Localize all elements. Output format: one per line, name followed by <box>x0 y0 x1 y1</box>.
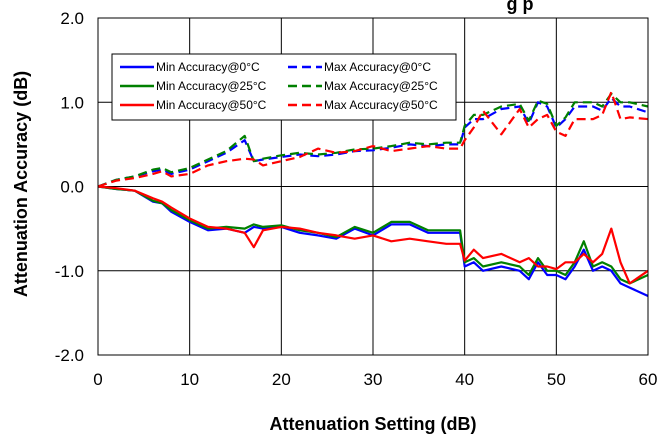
series-line-5 <box>97 185 649 285</box>
y-tick-label: -2.0 <box>55 346 84 365</box>
legend: Min Accuracy@0°C Max Accuracy@0°C Min Accu… <box>111 53 457 121</box>
x-tick-label: 10 <box>180 370 199 389</box>
x-tick-label: 50 <box>547 370 566 389</box>
legend-box <box>111 53 457 121</box>
series-line-6 <box>97 90 649 188</box>
x-tick-label: 0 <box>93 370 102 389</box>
legend-label: Min Accuracy@50°C <box>156 98 267 112</box>
x-axis-title: Attenuation Setting (dB) <box>270 414 477 434</box>
y-tick-label: 1.0 <box>60 93 84 112</box>
x-tick-labels: 0 10 20 30 40 50 60 <box>93 370 657 389</box>
y-axis-title: Attenuation Accuracy (dB) <box>11 71 31 297</box>
legend-label: Min Accuracy@0°C <box>156 60 260 74</box>
x-tick-label: 40 <box>455 370 474 389</box>
legend-label: Max Accuracy@0°C <box>324 60 431 74</box>
legend-label: Max Accuracy@50°C <box>324 98 438 112</box>
x-tick-label: 30 <box>364 370 383 389</box>
series-line-3 <box>97 185 649 285</box>
series-layer <box>97 90 649 297</box>
y-tick-label: 0.0 <box>60 178 84 197</box>
y-tick-label: 2.0 <box>60 9 84 28</box>
plot-frame <box>97 17 649 356</box>
y-tick-label: -1.0 <box>55 262 84 281</box>
x-tick-label: 60 <box>639 370 658 389</box>
series-line-4 <box>97 92 649 188</box>
x-tick-label: 20 <box>272 370 291 389</box>
chart-title-fragment: g p <box>507 0 534 14</box>
legend-label: Min Accuracy@25°C <box>156 79 267 93</box>
y-tick-labels: 2.0 1.0 0.0 -1.0 -2.0 <box>55 9 84 365</box>
legend-label: Max Accuracy@25°C <box>324 79 438 93</box>
